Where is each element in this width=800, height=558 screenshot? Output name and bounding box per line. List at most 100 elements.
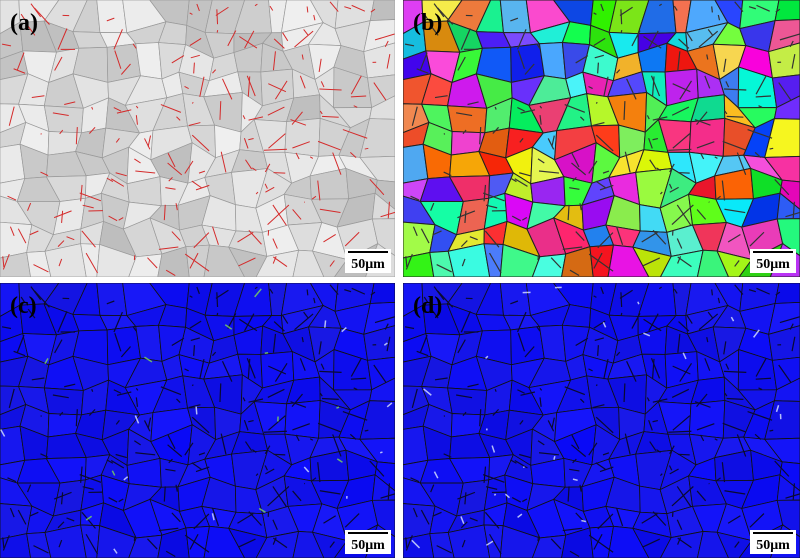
- twin-boundary: [789, 323, 794, 330]
- twin-boundary: [461, 258, 466, 267]
- twin-boundary: [282, 32, 289, 42]
- grain: [96, 0, 128, 34]
- twin-boundary: [299, 75, 306, 89]
- grain: [499, 283, 531, 316]
- twin-boundary: [432, 230, 442, 236]
- twin-boundary: [57, 28, 68, 50]
- misorientation-spot: [324, 320, 327, 328]
- twin-boundary: [569, 269, 580, 277]
- grain: [185, 244, 210, 277]
- twin-boundary: [248, 116, 264, 121]
- twin-boundary: [652, 137, 659, 141]
- twin-boundary: [539, 105, 543, 109]
- twin-boundary: [113, 29, 123, 50]
- grain: [774, 0, 800, 22]
- twin-boundary: [597, 513, 614, 530]
- twin-boundary: [619, 6, 633, 17]
- twin-boundary: [484, 230, 500, 248]
- grain: [776, 474, 800, 501]
- twin-boundary: [167, 152, 176, 168]
- twin-boundary: [514, 459, 528, 469]
- twin-boundary: [251, 449, 257, 453]
- twin-boundary: [434, 377, 448, 381]
- twin-boundary: [306, 6, 309, 13]
- twin-boundary: [189, 12, 193, 15]
- twin-boundary: [736, 434, 747, 457]
- twin-boundary: [571, 162, 587, 176]
- twin-boundary: [272, 486, 287, 508]
- twin-boundary: [191, 134, 210, 152]
- twin-boundary: [616, 226, 624, 245]
- twin-boundary: [677, 333, 681, 353]
- twin-boundary: [273, 321, 285, 332]
- twin-boundary: [317, 462, 321, 483]
- twin-boundary: [20, 296, 26, 303]
- twin-boundary: [282, 315, 289, 324]
- twin-boundary: [264, 163, 271, 173]
- misorientation-spot: [111, 470, 116, 476]
- twin-boundary: [135, 170, 156, 174]
- twin-boundary: [242, 397, 246, 402]
- twin-boundary: [380, 211, 395, 218]
- twin-boundary: [374, 33, 395, 41]
- twin-boundary: [9, 507, 15, 518]
- twin-boundary: [460, 521, 468, 529]
- twin-boundary: [775, 291, 781, 296]
- misorientation-spot: [637, 301, 640, 305]
- misorientation-spot: [491, 445, 496, 453]
- twin-boundary: [246, 75, 256, 97]
- twin-boundary: [248, 511, 262, 526]
- misorientation-spot: [336, 406, 340, 409]
- twin-boundary: [373, 364, 387, 383]
- twin-boundary: [791, 54, 796, 69]
- twin-boundary: [411, 388, 418, 409]
- twin-boundary: [248, 419, 254, 423]
- twin-boundary: [66, 517, 75, 522]
- twin-boundary: [650, 358, 661, 379]
- twin-boundary: [248, 138, 254, 141]
- twin-boundary: [595, 134, 614, 152]
- twin-boundary: [167, 444, 183, 458]
- grain: [763, 155, 800, 183]
- twin-boundary: [8, 388, 15, 409]
- twin-boundary: [215, 289, 229, 299]
- twin-boundary: [268, 83, 287, 93]
- twin-boundary: [648, 419, 653, 431]
- twin-boundary: [165, 269, 176, 276]
- misorientation-spot: [383, 342, 388, 346]
- twin-boundary: [467, 101, 479, 106]
- twin-boundary: [658, 286, 662, 290]
- twin-boundary: [2, 535, 10, 551]
- grain: [696, 531, 729, 558]
- twin-boundary: [517, 106, 525, 112]
- twin-boundary: [412, 507, 418, 518]
- twin-boundary: [61, 210, 64, 223]
- twin-boundary: [147, 538, 158, 550]
- twin-boundary: [17, 509, 27, 525]
- twin-boundary: [165, 550, 176, 558]
- twin-boundary: [171, 231, 181, 241]
- twin-boundary: [430, 25, 439, 36]
- twin-boundary: [53, 210, 72, 219]
- twin-boundary: [588, 160, 598, 174]
- twin-boundary: [237, 513, 254, 524]
- twin-boundary: [779, 316, 800, 324]
- twin-boundary: [517, 332, 526, 352]
- twin-boundary: [646, 397, 650, 402]
- twin-boundary: [113, 389, 122, 394]
- twin-boundary: [380, 493, 395, 499]
- twin-boundary: [595, 462, 606, 470]
- twin-boundary: [58, 539, 63, 548]
- twin-boundary: [726, 397, 744, 400]
- twin-boundary: [135, 452, 156, 456]
- grain: [255, 249, 300, 277]
- misorientation-spot: [336, 458, 343, 463]
- grain: [768, 42, 800, 79]
- twin-boundary: [677, 256, 682, 264]
- twin-boundary: [350, 357, 362, 377]
- twin-boundary: [755, 377, 772, 380]
- twin-boundary: [16, 334, 25, 353]
- twin-boundary: [423, 13, 429, 20]
- misorientation-spot: [134, 415, 140, 424]
- twin-boundary: [437, 290, 454, 308]
